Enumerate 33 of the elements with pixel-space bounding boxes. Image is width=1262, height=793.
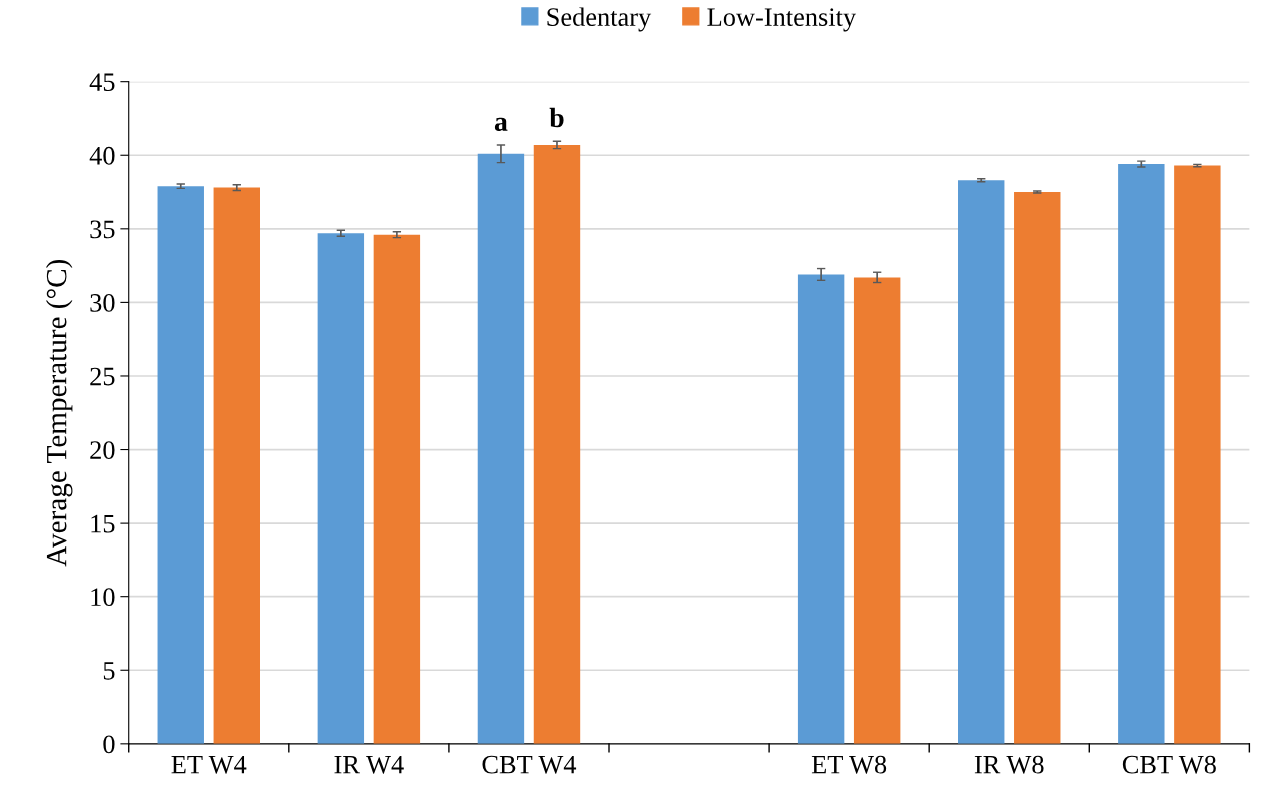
y-tick-label: 0 [103,735,115,754]
y-tick-label: 20 [90,441,115,459]
bar [1014,192,1061,744]
y-tick-label: 45 [89,73,115,92]
x-tick-label: ET W4 [171,755,247,774]
y-tick-label: 10 [91,588,115,607]
legend-label: Low-Intensity [707,8,857,32]
y-axis-title: Average Temperature (°C) [45,259,73,567]
y-tick-label: 35 [90,220,115,239]
y-tick-label: 15 [91,514,115,533]
bar [477,153,525,744]
bar [1118,164,1165,744]
y-tick-label: 25 [90,367,115,386]
bar [797,274,845,744]
bar [533,144,581,744]
bar [213,187,260,744]
x-tick-label: CBT W8 [1122,755,1216,774]
annotation: a [494,117,508,131]
y-tick-label: 40 [89,146,115,165]
x-tick-label: IR W4 [334,755,404,774]
bar [958,180,1005,744]
y-tick-label: 5 [103,662,115,680]
x-tick-label: IR W8 [974,755,1044,774]
bar [853,277,901,744]
bar [157,186,204,744]
x-tick-label: ET W8 [811,755,887,774]
bar [317,233,365,744]
bar [373,234,421,744]
annotation: b [549,107,564,128]
x-tick-label: CBT W4 [482,755,577,774]
bar [1174,165,1221,744]
y-tick-label: 30 [90,294,115,312]
legend-label: Sedentary [547,7,652,32]
